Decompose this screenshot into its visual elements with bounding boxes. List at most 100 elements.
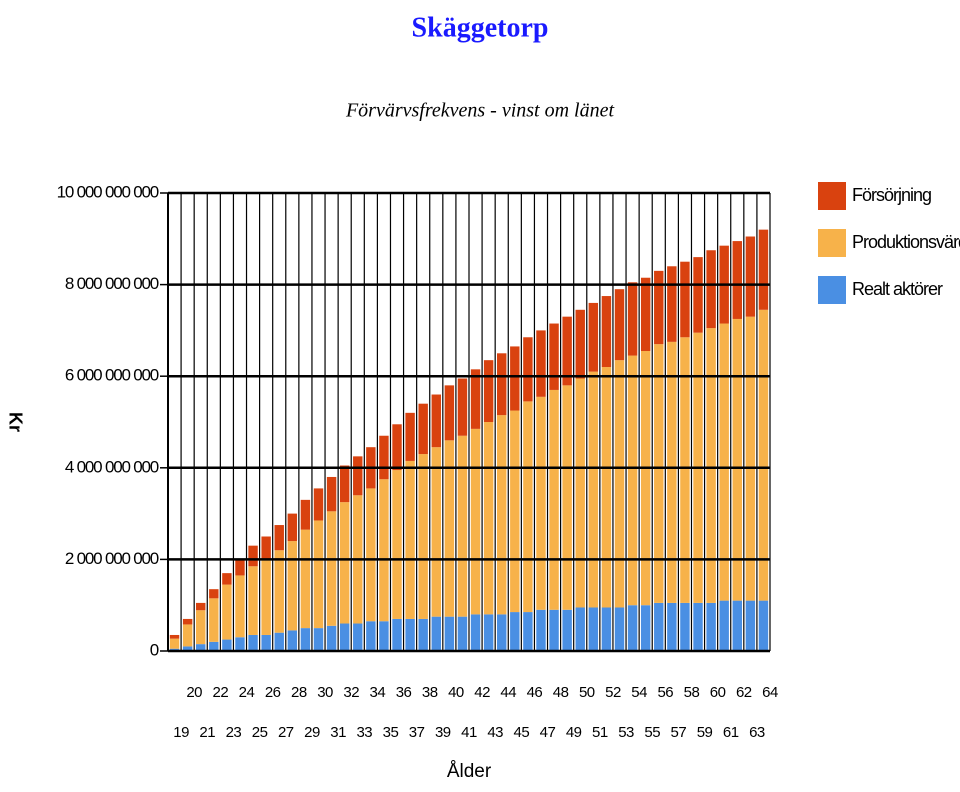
bar-segment (510, 346, 520, 411)
bar-segment (601, 367, 612, 608)
bar-segment (601, 607, 612, 651)
bar-segment (261, 559, 271, 635)
bar-segment (680, 337, 690, 603)
bar-segment (549, 323, 559, 390)
x-tick-label: 61 (723, 724, 739, 741)
bar-segment (483, 360, 494, 422)
bar-segment (745, 236, 756, 317)
bar-segment (313, 520, 324, 629)
bar-segment (418, 618, 428, 651)
x-tick-label: 56 (657, 684, 673, 701)
bar-segment (366, 488, 376, 622)
bar-segment (457, 616, 468, 651)
bar-segment (497, 415, 507, 615)
bar-segment (431, 616, 441, 651)
chart-subtitle: Förvärvsfrekvens - vinst om länet (345, 100, 615, 122)
bar-segment (392, 470, 402, 619)
bar-segment (339, 623, 350, 651)
bar-segment (182, 646, 193, 651)
bar-segment (392, 618, 402, 651)
x-tick-label: 34 (370, 684, 386, 701)
bar-segment (405, 460, 415, 619)
x-tick-label: 25 (252, 724, 268, 741)
x-tick-label: 62 (736, 684, 752, 701)
bar-segment (300, 499, 311, 530)
y-tick-label: 10 000 000 000 (57, 182, 159, 201)
bar-segment (444, 385, 455, 441)
bar-segment (470, 428, 481, 615)
bar-segment (169, 634, 180, 639)
x-tick-label: 41 (461, 724, 477, 741)
bar-segment (235, 637, 245, 651)
chart-title: Skäggetorp (412, 12, 549, 43)
bar-segment (654, 602, 664, 651)
bar-segment (601, 296, 612, 368)
bar-segment (379, 621, 389, 651)
bar-segment (196, 602, 206, 611)
bar-segment (326, 625, 337, 651)
bar-segment (667, 266, 677, 342)
bar-segment (732, 318, 742, 601)
x-axis-label: Ålder (447, 761, 492, 782)
bar-segment (470, 614, 481, 651)
bar-segment (523, 612, 533, 651)
bar-segment (654, 344, 664, 603)
bar-segment (353, 623, 363, 651)
bar-segment (680, 261, 690, 338)
bar-segment (510, 612, 520, 651)
bar-segment (536, 396, 546, 610)
bar-segment (405, 412, 415, 461)
legend-swatch (818, 182, 846, 210)
bar-segment (640, 351, 651, 606)
x-tick-label: 35 (383, 724, 399, 741)
bar-segment (758, 600, 769, 651)
bar-segment (248, 634, 258, 651)
x-tick-label: 37 (409, 724, 425, 741)
bar-segment (706, 250, 716, 329)
bar-segment (562, 316, 572, 386)
bar-segment (431, 447, 441, 617)
bar-segment (392, 424, 402, 471)
legend-label: Försörjning (852, 185, 931, 205)
bar-segment (614, 289, 625, 361)
bar-segment (536, 330, 546, 397)
y-tick-label: 6 000 000 000 (65, 366, 159, 385)
bar-segment (418, 403, 428, 455)
x-tick-label: 47 (540, 724, 556, 741)
x-tick-label: 60 (710, 684, 726, 701)
x-tick-label: 58 (684, 684, 700, 701)
x-tick-label: 42 (474, 684, 490, 701)
x-tick-label: 45 (514, 724, 530, 741)
bar-segment (693, 257, 703, 333)
bar-segment (222, 584, 232, 640)
bar-segment (510, 410, 520, 613)
bar-segment (745, 316, 756, 601)
bar-segment (497, 614, 507, 651)
bar-segment (562, 609, 572, 651)
x-tick-label: 33 (356, 724, 372, 741)
bar-segment (222, 639, 232, 651)
bar-segment (209, 641, 219, 651)
x-tick-label: 43 (487, 724, 503, 741)
x-tick-label: 55 (644, 724, 660, 741)
x-tick-label: 20 (186, 684, 202, 701)
bar-segment (614, 607, 625, 651)
bar-segment (719, 600, 729, 651)
bar-segment (614, 360, 625, 608)
bar-segment (745, 600, 756, 651)
legend-label: Produktionsvärde (852, 232, 960, 252)
bar-segment (483, 614, 494, 651)
x-tick-label: 54 (631, 684, 647, 701)
x-tick-label: 46 (527, 684, 543, 701)
bar-segment (654, 270, 664, 345)
bar-segment (588, 302, 599, 372)
x-tick-label: 52 (605, 684, 621, 701)
bar-segment (287, 513, 298, 542)
bar-segment (549, 609, 559, 651)
x-tick-label: 31 (330, 724, 346, 741)
bar-segment (575, 309, 585, 379)
x-tick-label: 40 (448, 684, 464, 701)
bar-segment (222, 573, 232, 585)
bar-segment (575, 378, 585, 608)
